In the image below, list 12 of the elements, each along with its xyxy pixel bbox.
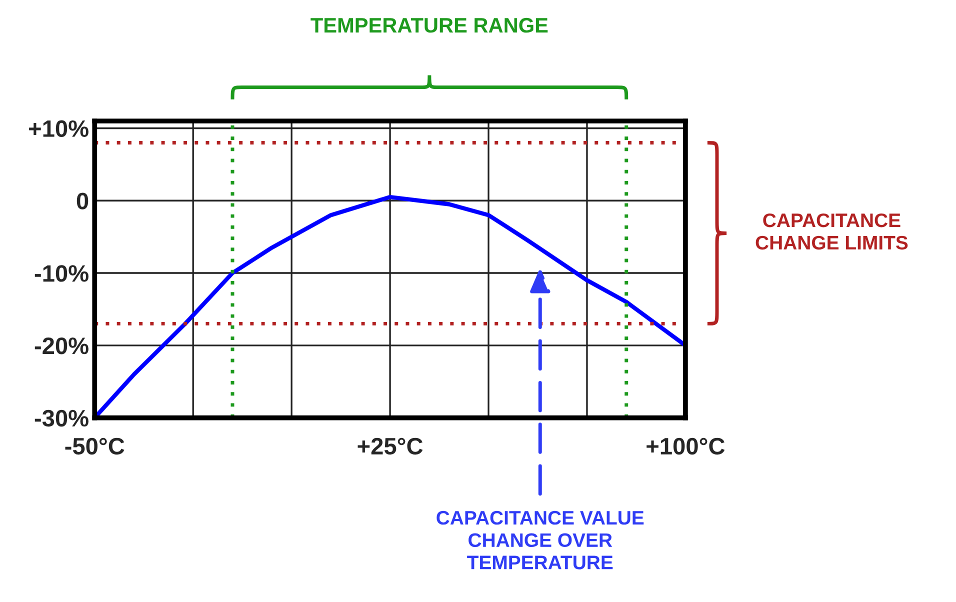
line-series [94,194,686,418]
y-tick-label: -30% [34,410,88,427]
x-tick-label: +25°C [358,438,423,455]
text: CAPACITANCE CHANGE LIMITS [756,213,908,250]
y-tick-label: -20% [34,337,88,354]
y-tick-label: +10% [29,120,88,138]
y-tick-label: -10% [34,265,88,282]
y-tick-label: 0 [76,192,88,210]
text: TEMPERATURE RANGE [310,18,548,33]
x-tick-label: -50°C [65,438,124,455]
text: CAPACITANCE VALUE CHANGE OVER TEMPERATURE [436,510,644,570]
x-tick-label: +100°C [646,438,725,455]
